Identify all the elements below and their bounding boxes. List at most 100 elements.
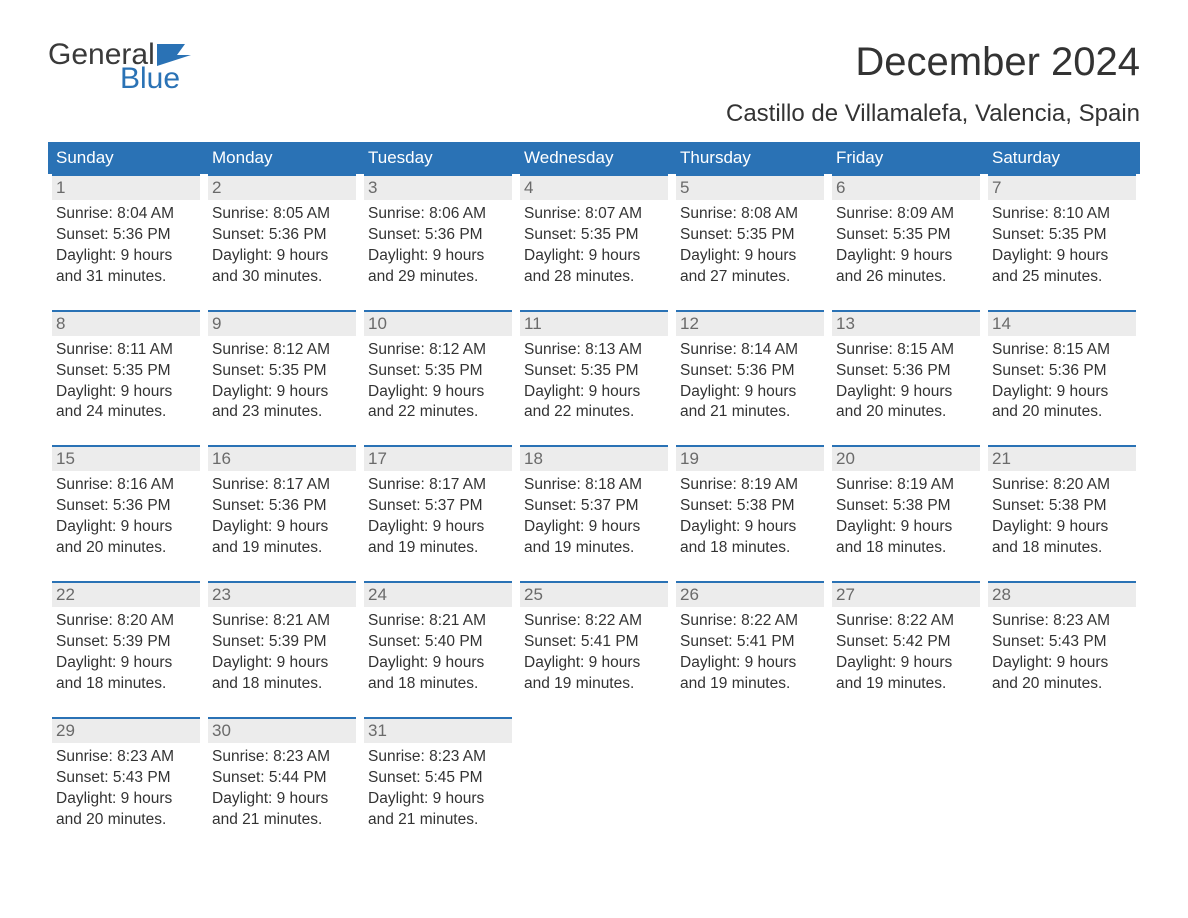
day-sunset: Sunset: 5:35 PM xyxy=(836,225,976,246)
day-daylight2: and 19 minutes. xyxy=(836,674,976,695)
day-number: 23 xyxy=(208,581,356,607)
day-sunset: Sunset: 5:43 PM xyxy=(56,768,196,789)
day-daylight1: Daylight: 9 hours xyxy=(56,653,196,674)
day-number: 27 xyxy=(832,581,980,607)
day-daylight2: and 20 minutes. xyxy=(992,674,1132,695)
day-cell: 27Sunrise: 8:22 AMSunset: 5:42 PMDayligh… xyxy=(828,581,984,695)
day-number: 17 xyxy=(364,445,512,471)
day-daylight2: and 19 minutes. xyxy=(368,538,508,559)
week-row: 29Sunrise: 8:23 AMSunset: 5:43 PMDayligh… xyxy=(48,717,1140,831)
day-daylight2: and 30 minutes. xyxy=(212,267,352,288)
day-cell xyxy=(672,717,828,831)
day-number: 24 xyxy=(364,581,512,607)
day-daylight2: and 20 minutes. xyxy=(836,402,976,423)
day-cell: 23Sunrise: 8:21 AMSunset: 5:39 PMDayligh… xyxy=(204,581,360,695)
day-body: Sunrise: 8:22 AMSunset: 5:42 PMDaylight:… xyxy=(832,607,980,695)
day-cell: 7Sunrise: 8:10 AMSunset: 5:35 PMDaylight… xyxy=(984,174,1140,288)
day-sunset: Sunset: 5:37 PM xyxy=(368,496,508,517)
day-sunset: Sunset: 5:38 PM xyxy=(992,496,1132,517)
day-sunset: Sunset: 5:44 PM xyxy=(212,768,352,789)
day-number: 5 xyxy=(676,174,824,200)
day-daylight1: Daylight: 9 hours xyxy=(524,246,664,267)
day-daylight1: Daylight: 9 hours xyxy=(992,246,1132,267)
day-sunrise: Sunrise: 8:12 AM xyxy=(368,340,508,361)
month-title: December 2024 xyxy=(855,40,1140,85)
day-body: Sunrise: 8:15 AMSunset: 5:36 PMDaylight:… xyxy=(832,336,980,424)
day-sunset: Sunset: 5:39 PM xyxy=(212,632,352,653)
weekday-sat: Saturday xyxy=(984,142,1140,174)
day-body: Sunrise: 8:22 AMSunset: 5:41 PMDaylight:… xyxy=(520,607,668,695)
day-cell: 1Sunrise: 8:04 AMSunset: 5:36 PMDaylight… xyxy=(48,174,204,288)
day-daylight2: and 31 minutes. xyxy=(56,267,196,288)
day-sunrise: Sunrise: 8:23 AM xyxy=(992,611,1132,632)
day-sunrise: Sunrise: 8:12 AM xyxy=(212,340,352,361)
day-sunset: Sunset: 5:36 PM xyxy=(56,225,196,246)
day-number: 14 xyxy=(988,310,1136,336)
day-cell xyxy=(828,717,984,831)
day-sunrise: Sunrise: 8:22 AM xyxy=(836,611,976,632)
day-cell: 14Sunrise: 8:15 AMSunset: 5:36 PMDayligh… xyxy=(984,310,1140,424)
day-daylight2: and 20 minutes. xyxy=(992,402,1132,423)
day-sunset: Sunset: 5:35 PM xyxy=(524,225,664,246)
logo: General Blue xyxy=(48,40,191,94)
day-number: 7 xyxy=(988,174,1136,200)
day-daylight2: and 18 minutes. xyxy=(992,538,1132,559)
location-label: Castillo de Villamalefa, Valencia, Spain xyxy=(48,100,1140,128)
day-daylight1: Daylight: 9 hours xyxy=(992,517,1132,538)
day-daylight2: and 28 minutes. xyxy=(524,267,664,288)
day-sunset: Sunset: 5:36 PM xyxy=(212,225,352,246)
weekday-fri: Friday xyxy=(828,142,984,174)
day-daylight1: Daylight: 9 hours xyxy=(836,653,976,674)
day-number: 20 xyxy=(832,445,980,471)
day-number: 4 xyxy=(520,174,668,200)
day-daylight1: Daylight: 9 hours xyxy=(56,382,196,403)
day-body: Sunrise: 8:10 AMSunset: 5:35 PMDaylight:… xyxy=(988,200,1136,288)
day-sunrise: Sunrise: 8:06 AM xyxy=(368,204,508,225)
day-cell: 8Sunrise: 8:11 AMSunset: 5:35 PMDaylight… xyxy=(48,310,204,424)
day-number: 10 xyxy=(364,310,512,336)
day-body: Sunrise: 8:21 AMSunset: 5:40 PMDaylight:… xyxy=(364,607,512,695)
day-daylight1: Daylight: 9 hours xyxy=(524,517,664,538)
day-number: 25 xyxy=(520,581,668,607)
day-daylight2: and 18 minutes. xyxy=(368,674,508,695)
day-number: 31 xyxy=(364,717,512,743)
day-sunset: Sunset: 5:41 PM xyxy=(680,632,820,653)
day-daylight2: and 21 minutes. xyxy=(368,810,508,831)
day-sunrise: Sunrise: 8:16 AM xyxy=(56,475,196,496)
day-sunrise: Sunrise: 8:17 AM xyxy=(368,475,508,496)
day-cell: 17Sunrise: 8:17 AMSunset: 5:37 PMDayligh… xyxy=(360,445,516,559)
day-daylight1: Daylight: 9 hours xyxy=(368,246,508,267)
day-daylight2: and 19 minutes. xyxy=(524,674,664,695)
day-sunset: Sunset: 5:42 PM xyxy=(836,632,976,653)
day-daylight1: Daylight: 9 hours xyxy=(212,517,352,538)
day-number: 30 xyxy=(208,717,356,743)
day-cell: 24Sunrise: 8:21 AMSunset: 5:40 PMDayligh… xyxy=(360,581,516,695)
day-daylight1: Daylight: 9 hours xyxy=(836,246,976,267)
day-daylight1: Daylight: 9 hours xyxy=(524,382,664,403)
day-number: 12 xyxy=(676,310,824,336)
day-sunset: Sunset: 5:35 PM xyxy=(368,361,508,382)
day-daylight2: and 25 minutes. xyxy=(992,267,1132,288)
day-number: 13 xyxy=(832,310,980,336)
day-sunrise: Sunrise: 8:13 AM xyxy=(524,340,664,361)
day-sunset: Sunset: 5:36 PM xyxy=(836,361,976,382)
day-daylight1: Daylight: 9 hours xyxy=(56,246,196,267)
day-daylight1: Daylight: 9 hours xyxy=(212,789,352,810)
day-daylight1: Daylight: 9 hours xyxy=(368,382,508,403)
day-sunrise: Sunrise: 8:22 AM xyxy=(524,611,664,632)
day-sunrise: Sunrise: 8:04 AM xyxy=(56,204,196,225)
day-cell: 29Sunrise: 8:23 AMSunset: 5:43 PMDayligh… xyxy=(48,717,204,831)
day-number: 21 xyxy=(988,445,1136,471)
day-sunrise: Sunrise: 8:09 AM xyxy=(836,204,976,225)
day-number: 2 xyxy=(208,174,356,200)
day-number: 9 xyxy=(208,310,356,336)
day-sunset: Sunset: 5:35 PM xyxy=(680,225,820,246)
day-cell: 16Sunrise: 8:17 AMSunset: 5:36 PMDayligh… xyxy=(204,445,360,559)
day-body: Sunrise: 8:13 AMSunset: 5:35 PMDaylight:… xyxy=(520,336,668,424)
day-number: 6 xyxy=(832,174,980,200)
day-daylight1: Daylight: 9 hours xyxy=(992,382,1132,403)
day-body: Sunrise: 8:23 AMSunset: 5:43 PMDaylight:… xyxy=(988,607,1136,695)
day-number: 16 xyxy=(208,445,356,471)
day-daylight2: and 18 minutes. xyxy=(680,538,820,559)
day-cell: 28Sunrise: 8:23 AMSunset: 5:43 PMDayligh… xyxy=(984,581,1140,695)
